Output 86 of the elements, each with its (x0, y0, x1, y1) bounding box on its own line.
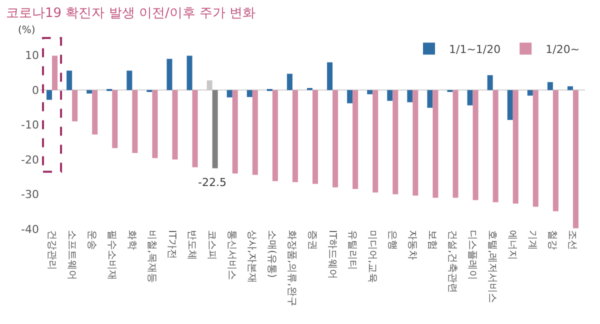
bar (52, 56, 58, 90)
bar (332, 90, 338, 188)
bar (86, 90, 92, 94)
bar (72, 90, 78, 122)
y-tick-label: -10 (21, 118, 39, 132)
data-label: -22.5 (198, 176, 226, 189)
bar (467, 90, 473, 106)
x-tick-label: 증권 (306, 230, 318, 250)
bar (152, 90, 158, 158)
bar (252, 90, 258, 175)
y-tick-label: 0 (32, 84, 39, 97)
bar (166, 58, 172, 90)
x-tick-label: 유틸리티 (346, 230, 358, 270)
bar (212, 90, 218, 168)
bar (572, 90, 578, 228)
bar (46, 90, 52, 100)
x-tick-label: 은행 (386, 230, 398, 250)
legend-label: 1/20~ (546, 42, 580, 56)
x-tick-label: 코스피 (206, 230, 218, 260)
bar (472, 90, 478, 200)
y-tick-label: -20 (21, 153, 39, 166)
x-tick-label: 건설,건축관련 (446, 230, 458, 294)
x-tick-label: 기계 (526, 230, 538, 250)
bar (407, 90, 413, 102)
x-tick-label: 소매(유통) (266, 230, 278, 278)
x-tick-label: 상사,자본재 (246, 230, 258, 284)
x-tick-label: IT가전 (166, 230, 177, 260)
bar (552, 90, 558, 212)
chart-title: 코로나19 확진자 발생 이전/이후 주가 변화 (6, 6, 256, 22)
bar (132, 90, 138, 153)
bar (492, 90, 498, 202)
bar (286, 74, 292, 90)
x-tick-label: 미디어,교육 (366, 230, 378, 284)
x-tick-label: 건강관리 (46, 230, 57, 270)
bar (112, 90, 118, 148)
x-tick-label: 비철,목재등 (146, 230, 157, 284)
bar (312, 90, 318, 184)
bar (272, 90, 278, 182)
x-tick-label: 자동차 (406, 230, 418, 260)
bar (527, 90, 533, 96)
x-tick-label: 통신서비스 (226, 230, 238, 280)
bar (246, 90, 252, 98)
bar (452, 90, 458, 198)
x-tick-label: 운송 (86, 230, 97, 250)
bar (66, 70, 72, 90)
bar (507, 90, 513, 120)
bar (487, 75, 493, 90)
y-tick-label: -40 (21, 222, 39, 236)
x-tick-label: 소프트웨어 (66, 230, 77, 280)
bar (432, 90, 438, 198)
y-tick-label: -30 (21, 188, 39, 202)
bar (327, 62, 333, 90)
x-tick-label: 에너지 (506, 230, 518, 260)
x-tick-label: 화학 (126, 230, 137, 250)
bar (347, 90, 353, 104)
bar (292, 90, 298, 182)
x-tick-label: 철강 (546, 230, 558, 250)
x-tick-label: 반도체 (186, 230, 198, 260)
x-tick-label: 조선 (566, 230, 578, 250)
y-axis-title: (%) (18, 25, 36, 36)
bar (547, 82, 553, 90)
bar (126, 70, 132, 90)
bar (427, 90, 433, 108)
bar (172, 90, 178, 160)
bar (192, 90, 198, 168)
y-tick-label: 10 (25, 49, 39, 62)
x-tick-label: 화장품,의류,완구 (286, 230, 298, 306)
bar (512, 90, 518, 204)
x-tick-label: 호텔,레저서비스 (486, 230, 498, 304)
bar (92, 90, 98, 135)
bar (186, 56, 192, 90)
bar (567, 86, 573, 90)
legend-label: 1/1~1/20 (449, 42, 501, 56)
bar (226, 90, 232, 98)
x-tick-label: IT하드웨어 (326, 230, 338, 280)
bar (412, 90, 418, 196)
bar (392, 90, 398, 194)
bar (232, 90, 238, 174)
bar (367, 90, 373, 94)
x-tick-label: 디스플레이 (466, 230, 478, 280)
bar (532, 90, 538, 207)
x-tick-label: 필수소비재 (106, 230, 117, 280)
bar (352, 90, 358, 190)
bar (372, 90, 378, 193)
x-tick-label: 보험 (426, 230, 438, 250)
bar (387, 90, 393, 101)
